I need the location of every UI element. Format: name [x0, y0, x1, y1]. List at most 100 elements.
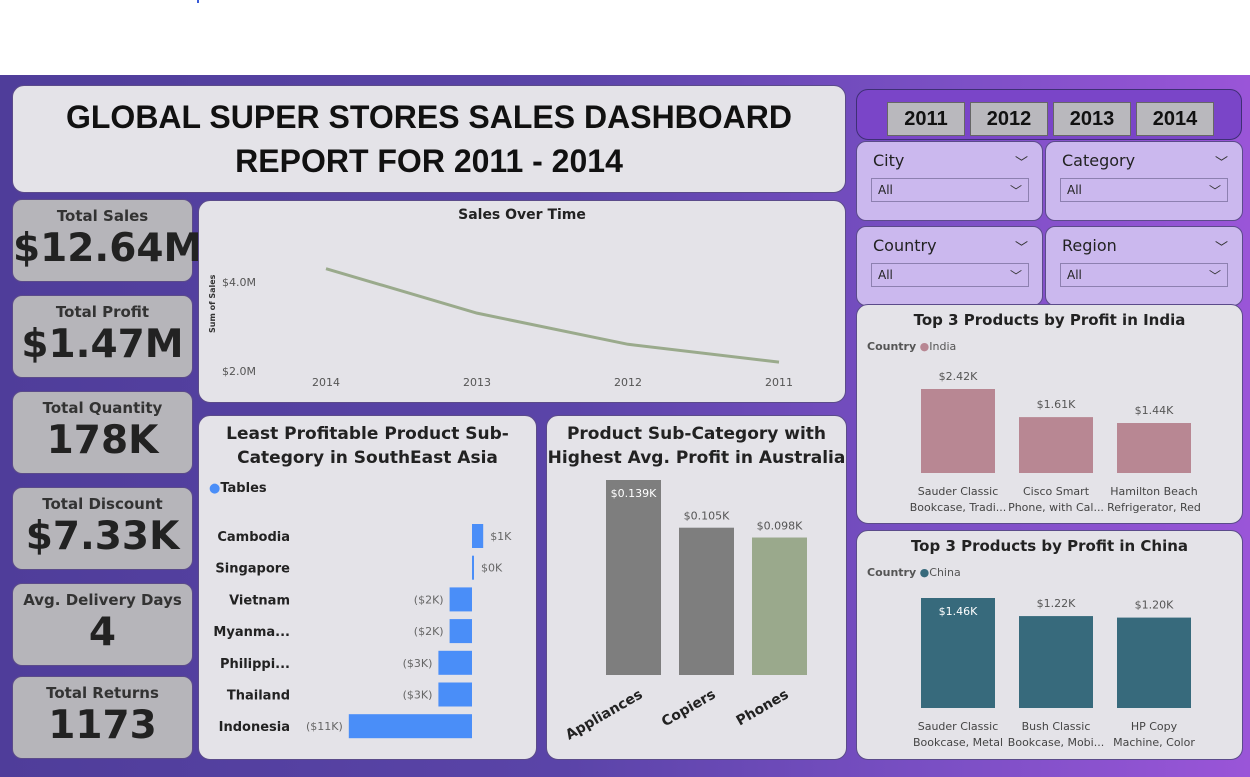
kpi-label: Total Quantity: [42, 399, 163, 417]
year-button-2012[interactable]: 2012: [970, 102, 1048, 136]
chevron-down-icon[interactable]: ﹀: [1014, 241, 1028, 256]
category-label: Phone, with Cal...: [1008, 501, 1104, 514]
kpi-label: Total Profit: [55, 303, 150, 321]
year-button-2011[interactable]: 2011: [887, 102, 965, 136]
chevron-down-icon[interactable]: ﹀: [1214, 241, 1228, 256]
data-label: $0.139K: [611, 487, 657, 500]
bar: [921, 598, 995, 708]
chevron-down-icon: ﹀: [1009, 269, 1022, 283]
title-panel: GLOBAL SUPER STORES SALES DASHBOARD REPO…: [12, 85, 846, 193]
chevron-down-icon[interactable]: ﹀: [1014, 156, 1028, 171]
australia-chart: $0.139K Appliances $0.105K Copiers $0.098K Ph…: [563, 480, 807, 744]
india-title: Top 3 Products by Profit in India: [913, 311, 1186, 329]
region-dropdown-value: All: [1067, 268, 1082, 282]
kpi-label: Total Returns: [46, 684, 159, 702]
sales-line: [325, 267, 780, 364]
region-slicer-label: Region: [1062, 236, 1117, 255]
category-label: Vietnam: [229, 593, 290, 608]
category-label: Cambodia: [217, 530, 290, 545]
category-slicer-label: Category: [1062, 151, 1136, 170]
x-tick-label: 2012: [614, 376, 642, 389]
bar: [348, 714, 472, 739]
category-label: Phones: [734, 687, 792, 730]
bar: [472, 555, 474, 580]
category-label: Refrigerator, Red: [1107, 501, 1201, 514]
data-label: $0.098K: [757, 520, 803, 533]
category-label: Bookcase, Mobi...: [1008, 736, 1104, 749]
data-label: $0.105K: [684, 510, 730, 523]
x-tick-label: 2014: [312, 376, 340, 389]
country-dropdown[interactable]: All ﹀: [871, 263, 1029, 287]
kpi-total-quantity: Total Quantity 178K: [12, 391, 193, 474]
data-label: ($2K): [414, 625, 444, 638]
data-label: $1.20K: [1135, 599, 1174, 612]
kpi-total-discount: Total Discount $7.33K: [12, 487, 193, 570]
data-label: ($2K): [414, 593, 444, 606]
category-label: Bookcase, Metal: [913, 736, 1003, 749]
category-slicer: Category ﹀ All ﹀: [1045, 141, 1243, 221]
kpi-value: $7.33K: [25, 514, 180, 559]
kpi-label: Avg. Delivery Days: [23, 591, 182, 609]
kpi-total-profit: Total Profit $1.47M: [12, 295, 193, 378]
category-label: Thailand: [227, 689, 290, 704]
category-label: HP Copy: [1131, 720, 1178, 733]
category-dropdown[interactable]: All ﹀: [1060, 178, 1228, 202]
data-label: $0K: [481, 562, 503, 575]
bar: [1117, 423, 1191, 473]
category-label: Sauder Classic: [918, 485, 999, 498]
bar: [449, 587, 472, 612]
city-dropdown[interactable]: All ﹀: [871, 178, 1029, 202]
legend-dot-icon: ●: [919, 340, 930, 353]
chevron-down-icon: ﹀: [1208, 184, 1221, 198]
legend-dot-icon: ●: [209, 481, 221, 496]
data-label: $1K: [490, 530, 512, 543]
y-axis-label: Sum of Sales: [208, 274, 217, 333]
data-label: $1.22K: [1037, 597, 1076, 610]
data-label: ($3K): [403, 657, 433, 670]
legend-label: Tables: [220, 481, 267, 496]
legend-tables: ●Tables: [209, 481, 267, 496]
category-dropdown-value: All: [1067, 183, 1082, 197]
southeast-asia-chart: Cambodia $1K Singapore $0K Vietnam ($2K) Myanm…: [213, 524, 512, 739]
region-dropdown[interactable]: All ﹀: [1060, 263, 1228, 287]
chevron-down-icon[interactable]: ﹀: [1214, 156, 1228, 171]
sales-over-time-panel: Sales Over Time Sum of Sales $2.0M $4.0M 2…: [198, 200, 846, 403]
city-slicer: City ﹀ All ﹀: [856, 141, 1043, 221]
kpi-label: Total Discount: [42, 495, 163, 513]
kpi-total-sales: Total Sales $12.64M: [12, 199, 203, 282]
category-label: Copiers: [659, 687, 718, 731]
data-label: $1.44K: [1135, 404, 1174, 417]
category-label: Indonesia: [219, 720, 290, 735]
legend-dot-icon: ●: [919, 566, 930, 579]
australia-title: Product Sub-Category with Highest Avg. P…: [547, 424, 846, 468]
bar: [472, 524, 484, 548]
china-chart: $1.46K Sauder Classic Bookcase, Metal $1.22…: [913, 597, 1195, 749]
bar: [1019, 417, 1093, 473]
china-legend: Country ●China: [867, 566, 961, 579]
country-dropdown-value: All: [878, 268, 893, 282]
kpi-value: $1.47M: [21, 322, 184, 367]
category-label: Appliances: [563, 687, 646, 744]
bar: [606, 480, 661, 675]
china-panel: Top 3 Products by Profit in China Countr…: [856, 530, 1243, 760]
category-label: Hamilton Beach: [1110, 485, 1197, 498]
bar: [1117, 617, 1191, 708]
india-legend: Country ●India: [867, 340, 956, 353]
legend-label: India: [929, 340, 957, 353]
city-dropdown-value: All: [878, 183, 893, 197]
sales-over-time-title: Sales Over Time: [458, 207, 586, 223]
sales-over-time-chart: Sum of Sales $2.0M $4.0M 2014 2013 2012 2011: [208, 267, 793, 389]
kpi-value: $12.64M: [13, 226, 203, 271]
year-slicer: 2011 2012 2013 2014: [856, 89, 1242, 140]
category-label: Bookcase, Tradi...: [910, 501, 1007, 514]
year-button-2014[interactable]: 2014: [1136, 102, 1214, 136]
x-tick-label: 2011: [765, 376, 793, 389]
chevron-down-icon: ﹀: [1009, 184, 1022, 198]
category-label: Bush Classic: [1022, 720, 1091, 733]
category-label: Myanma...: [213, 625, 290, 640]
bar: [752, 537, 807, 675]
year-button-2013[interactable]: 2013: [1053, 102, 1131, 136]
southeast-asia-title: Least Profitable Product Sub-Category in…: [226, 424, 509, 468]
category-label: Singapore: [215, 562, 290, 577]
data-label: ($11K): [306, 720, 343, 733]
